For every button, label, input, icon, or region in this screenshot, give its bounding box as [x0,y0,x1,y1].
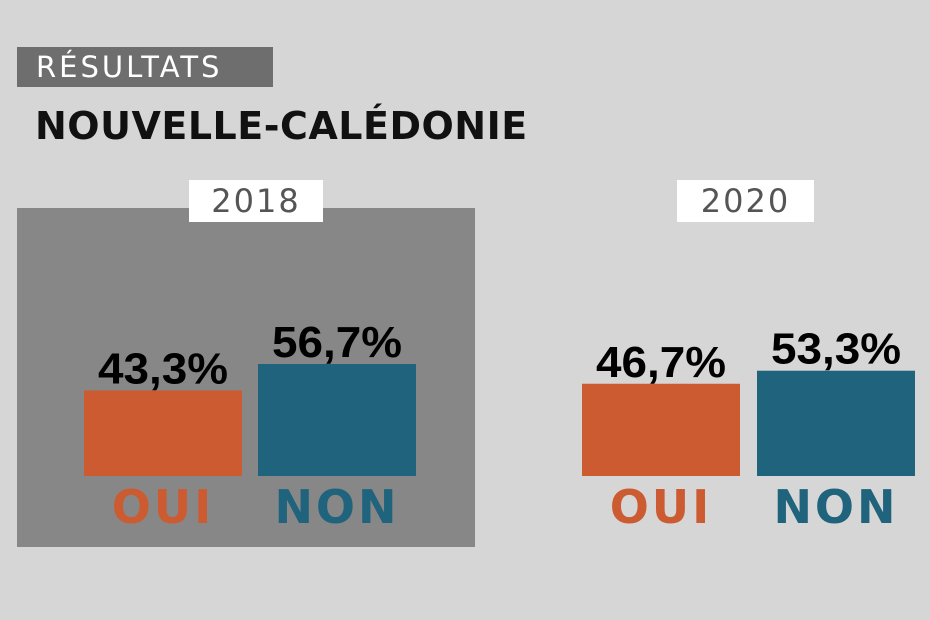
category-label-2018-oui: OUI [112,480,215,534]
page-title: NOUVELLE-CALÉDONIE [35,104,528,148]
value-label-2018-oui: 43,3% [98,344,228,393]
results-kicker: RÉSULTATS [17,47,273,87]
bar-2018-oui [84,390,242,476]
value-label-2020-oui: 46,7% [596,338,726,387]
category-label-2018-non: NON [274,480,399,534]
category-label-2020-oui: OUI [610,480,713,534]
bar-2018-non [258,364,416,476]
value-label-2018-non: 56,7% [272,318,402,367]
category-label-2020-non: NON [773,480,898,534]
bar-2020-oui [582,383,740,476]
chart-2020-year-label: 2020 [677,180,814,222]
value-label-2020-non: 53,3% [771,325,901,374]
chart-2018-year-label: 2018 [189,180,323,222]
bar-2020-non [757,370,915,476]
